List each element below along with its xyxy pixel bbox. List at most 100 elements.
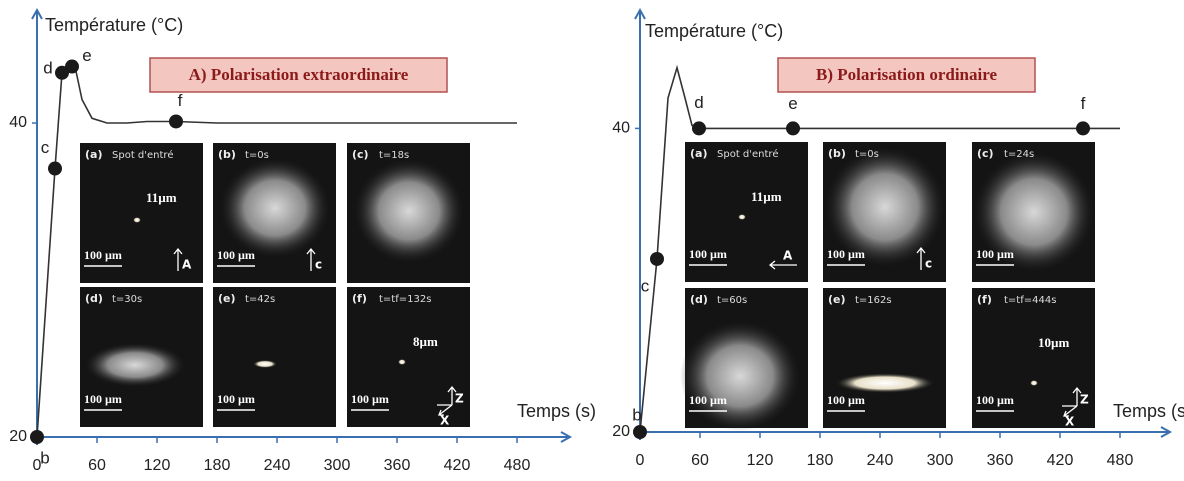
axis-x-label: X xyxy=(1065,415,1075,429)
panel-time: t=24s xyxy=(1004,149,1034,160)
axis-z-label: Z xyxy=(455,392,464,406)
image-panel: (c) t=24s 100 µm xyxy=(972,142,1095,282)
state-point xyxy=(65,59,79,74)
point-label: e xyxy=(788,94,797,113)
point-label: d xyxy=(694,93,703,112)
scale-label: 100 µm xyxy=(84,392,122,406)
point-label: c xyxy=(641,276,650,295)
orientation-label: c xyxy=(315,258,322,272)
point-label: e xyxy=(82,46,91,65)
spot-size: 11µm xyxy=(751,189,782,204)
scale-label: 100 µm xyxy=(976,393,1014,407)
x-tick-label: 180 xyxy=(807,452,834,469)
panel-time: t=tf=132s xyxy=(379,294,431,305)
scale-label: 100 µm xyxy=(976,247,1014,261)
scale-label: 100 µm xyxy=(351,392,389,406)
state-point xyxy=(633,425,647,439)
panel-tag: (a) xyxy=(690,147,707,160)
panel-time: t=18s xyxy=(379,150,409,161)
beam-spot xyxy=(835,373,935,393)
point-label: c xyxy=(41,138,50,157)
panel-tag: (a) xyxy=(85,148,102,161)
beam-spot xyxy=(354,159,464,263)
point-label: f xyxy=(1081,94,1086,113)
x-tick-label: 360 xyxy=(384,457,411,474)
beam-spot xyxy=(253,360,277,368)
point-label: d xyxy=(43,58,52,77)
panel-tag: (e) xyxy=(218,292,236,305)
image-panel: (a) Spot d'entré 11µm 100 µm A xyxy=(685,142,808,282)
panel-tag: (c) xyxy=(977,147,994,160)
panel-bg xyxy=(80,143,203,283)
x-tick-label: 240 xyxy=(867,452,894,469)
image-panel: (c) t=18s xyxy=(347,143,470,283)
scale-label: 100 µm xyxy=(217,248,255,262)
x-tick-label: 60 xyxy=(88,457,106,474)
x-axis-label: Temps (s) xyxy=(1113,401,1184,421)
axis-x-label: X xyxy=(440,414,450,428)
x-tick-label: 300 xyxy=(324,457,351,474)
panel-time: t=0s xyxy=(855,149,879,160)
axes-symbol xyxy=(437,385,457,416)
spot-size: 8µm xyxy=(413,334,438,349)
x-tick-label: 240 xyxy=(264,457,291,474)
panel-time: t=42s xyxy=(245,294,275,305)
panel-time: Spot d'entré xyxy=(112,149,173,161)
beam-spot xyxy=(738,214,746,220)
point-label: b xyxy=(40,448,49,467)
panel-bg xyxy=(213,287,336,427)
panel-tag: (e) xyxy=(828,293,846,306)
panel-time: t=162s xyxy=(855,295,892,306)
y-tick-label: 40 xyxy=(9,114,27,131)
beam-spot xyxy=(398,359,406,365)
y-tick-label: 20 xyxy=(9,428,27,445)
panel-time: t=60s xyxy=(717,295,747,306)
beam-spot xyxy=(85,343,185,387)
panel-tag: (f) xyxy=(977,293,992,306)
image-panel: (b) t=0s 100 µm c xyxy=(823,142,946,282)
state-point xyxy=(169,114,183,129)
y-axis-label: Température (°C) xyxy=(645,21,783,41)
x-tick-label: 60 xyxy=(691,452,709,469)
x-tick-label: 420 xyxy=(1047,452,1074,469)
chart-title: A) Polarisation extraordinaire xyxy=(189,65,409,84)
point-label: b xyxy=(632,405,641,424)
image-panel: (a) Spot d'entré 11µm 100 µm A xyxy=(80,143,203,283)
y-tick-label: 40 xyxy=(612,120,630,137)
chart-title: B) Polarisation ordinaire xyxy=(816,65,997,84)
panel-tag: (c) xyxy=(352,148,369,161)
panel-bg xyxy=(972,288,1095,428)
scale-label: 100 µm xyxy=(827,247,865,261)
panel-tag: (d) xyxy=(690,293,708,306)
panel-time: t=30s xyxy=(112,294,142,305)
state-point xyxy=(55,65,69,80)
panel-bg xyxy=(823,288,946,428)
state-point xyxy=(30,430,44,444)
x-tick-label: 420 xyxy=(444,457,471,474)
image-panel: (b) t=0s 100 µm c xyxy=(213,143,336,283)
axes-symbol xyxy=(1062,386,1082,417)
x-tick-label: 300 xyxy=(927,452,954,469)
spot-size: 11µm xyxy=(146,190,177,205)
state-point xyxy=(48,161,62,176)
scale-label: 100 µm xyxy=(689,393,727,407)
scale-label: 100 µm xyxy=(827,393,865,407)
orientation-arrow xyxy=(916,246,926,270)
image-panel: (e) t=42s 100 µm xyxy=(213,287,336,427)
panel-tag: (d) xyxy=(85,292,103,305)
y-arrow xyxy=(31,7,43,20)
beam-spot xyxy=(1030,380,1038,386)
orientation-label: A xyxy=(783,249,793,263)
state-point xyxy=(786,121,800,136)
state-point xyxy=(1076,121,1090,136)
beam-spot xyxy=(974,152,1094,272)
x-axis-label: Temps (s) xyxy=(517,401,596,421)
orientation-arrow xyxy=(768,260,797,270)
x-arrow xyxy=(1160,426,1173,438)
state-point xyxy=(650,251,664,266)
x-tick-label: 180 xyxy=(204,457,231,474)
panel-tag: (f) xyxy=(352,292,367,305)
panel-time: t=tf=444s xyxy=(1004,295,1056,306)
panel-time: t=0s xyxy=(245,150,269,161)
